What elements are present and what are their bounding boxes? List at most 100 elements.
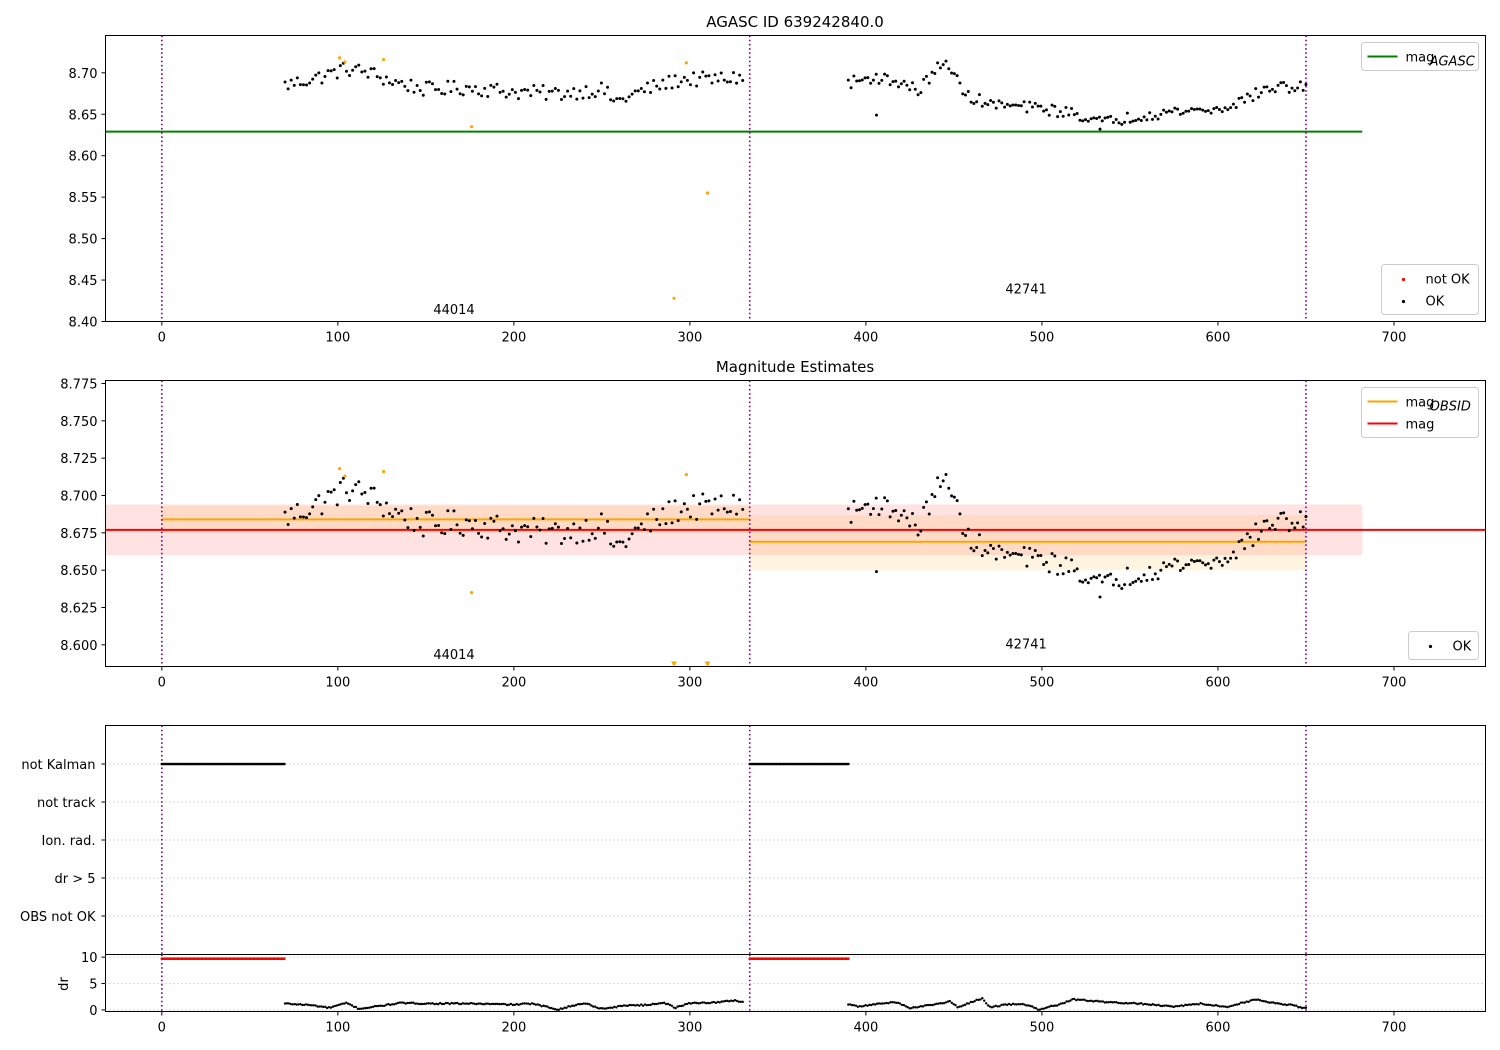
data-point-ok (916, 93, 920, 97)
data-point-ok (1128, 120, 1132, 124)
data-point-ok (434, 524, 438, 528)
dr-point (939, 1002, 942, 1005)
data-point-ok (381, 82, 385, 86)
data-point-ok (1290, 86, 1294, 90)
dr-point (674, 1006, 677, 1010)
data-point-ok (735, 81, 739, 85)
data-point-ok (1097, 573, 1101, 577)
data-point-ok (495, 514, 499, 518)
data-point-ok (581, 539, 585, 543)
data-point-ok (855, 79, 859, 83)
data-point-not-ok (382, 57, 386, 62)
data-point-ok (415, 84, 419, 88)
data-point-ok (544, 541, 548, 545)
data-point-ok (891, 80, 895, 84)
dr-point (860, 1005, 863, 1008)
data-point-ok (1226, 560, 1230, 564)
dr-point (1101, 1000, 1105, 1003)
data-point-ok (1058, 110, 1062, 114)
dr-point (1094, 999, 1097, 1003)
dr-point (1256, 998, 1260, 1001)
data-point-ok (480, 535, 484, 539)
data-point-ok (615, 540, 619, 544)
legend-label-subscript: OBSID (1430, 400, 1471, 415)
data-point-ok (329, 69, 333, 73)
data-point-ok (547, 527, 551, 531)
data-point-ok (1017, 552, 1021, 556)
data-point-ok (1084, 578, 1087, 582)
dr-point (908, 1007, 911, 1010)
data-point-ok (1268, 527, 1272, 530)
data-point-ok (473, 518, 477, 522)
data-point-ok (1100, 119, 1104, 123)
data-point-ok (317, 494, 321, 498)
dr-point (473, 1002, 476, 1005)
data-point-ok (713, 497, 717, 501)
data-point-ok (504, 95, 508, 99)
dr-point (1239, 1001, 1243, 1004)
legend-label: mag (1406, 396, 1435, 411)
dr-point (571, 1004, 574, 1007)
data-point-ok (1008, 553, 1012, 557)
data-point-ok (461, 93, 465, 97)
data-point-ok (1248, 94, 1252, 98)
dr-point (394, 1002, 398, 1005)
data-point-ok (1050, 552, 1054, 556)
data-point-ok (535, 88, 539, 92)
data-point-ok (1030, 555, 1034, 559)
data-point-ok (1159, 112, 1163, 116)
data-point-ok (483, 86, 487, 90)
data-point-ok (958, 81, 962, 85)
data-point-ok (899, 513, 903, 517)
dr-point (904, 1005, 907, 1008)
data-point-ok (507, 92, 511, 96)
data-point-ok (1128, 583, 1132, 587)
dr-point (538, 1003, 541, 1007)
data-point-ok (535, 525, 539, 529)
data-point-ok (682, 502, 686, 506)
data-point-not-ok (672, 296, 676, 300)
data-point-ok (283, 510, 287, 514)
data-point-ok (1042, 563, 1046, 567)
dr-point (283, 1002, 287, 1005)
data-point-ok (658, 523, 662, 527)
data-point-ok (523, 88, 527, 92)
dr-point (1287, 1003, 1290, 1006)
dr-point (1289, 1003, 1292, 1006)
data-point-ok (986, 551, 990, 555)
dr-point (739, 1000, 742, 1003)
dr-point (628, 1003, 631, 1007)
dr-point (849, 1003, 852, 1006)
data-point-ok (1011, 103, 1015, 107)
panel-1-title: AGASC ID 639242840.0 (706, 13, 884, 31)
dr-point (329, 1006, 333, 1009)
data-point-ok (418, 89, 422, 93)
dr-point (550, 1006, 553, 1010)
x-tick-label: 500 (1030, 676, 1055, 691)
data-point-ok (621, 540, 625, 544)
data-point-ok (977, 93, 981, 97)
data-point-ok (1178, 112, 1182, 116)
data-point-ok (391, 83, 395, 87)
dr-point (496, 1002, 499, 1006)
x-tick-label: 700 (1382, 676, 1407, 691)
data-point-ok (688, 515, 692, 519)
dr-point (1230, 1004, 1233, 1008)
dr-point (981, 997, 984, 1000)
dr-point (417, 1002, 421, 1006)
dr-point (1057, 1003, 1061, 1006)
dr-point (327, 1006, 331, 1009)
dr-point (1161, 1004, 1164, 1008)
dr-point (965, 1002, 969, 1005)
data-point-ok (1036, 554, 1040, 558)
flag-category-label: not track (37, 796, 96, 811)
dr-point (956, 1006, 959, 1009)
dr-point (423, 1002, 427, 1006)
data-point-ok (1134, 579, 1138, 583)
dr-point (343, 1002, 346, 1005)
data-point-ok (295, 76, 299, 80)
data-point-ok (874, 496, 878, 500)
data-point-ok (735, 512, 739, 516)
dr-point (586, 1002, 589, 1006)
dr-point (1214, 1003, 1218, 1007)
